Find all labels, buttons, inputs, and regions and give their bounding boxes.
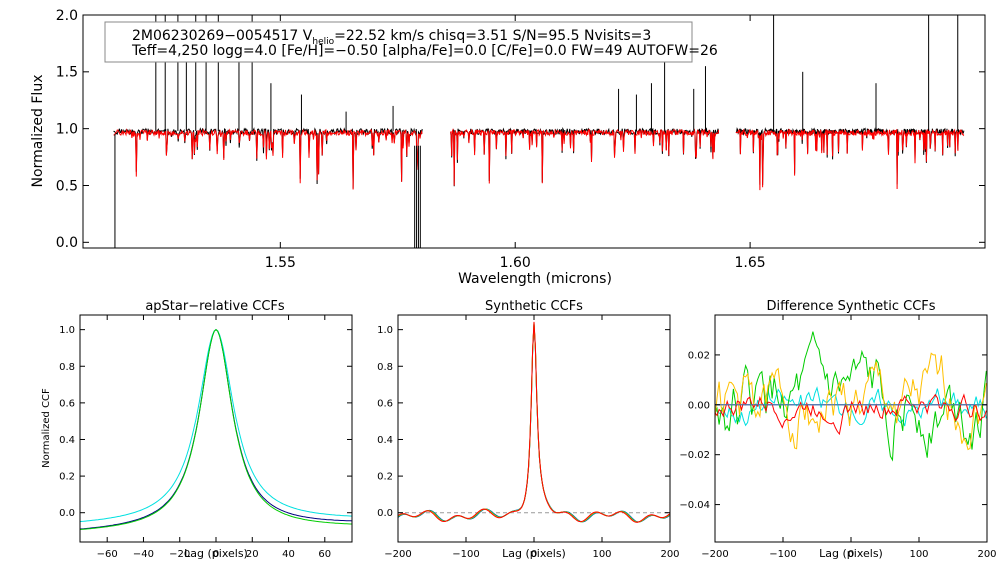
spectrum-y-tick-label: 2.0 [56,8,78,24]
difference-ccf-plot-frame [714,314,988,543]
apstar-ccf-y-tick-label: 0.8 [59,362,75,373]
synthetic-ccf-x-tick-label: −200 [384,549,411,560]
synthetic-ccf-series-line [397,324,671,523]
spectrum-panel: 1.55 1.60 1.65 0.0 0.5 1.0 1.5 2.0 2M06230269−0… [30,8,986,287]
spectrum-axis-ticks: 1.55 1.60 1.65 0.0 0.5 1.0 1.5 2.0 [56,8,985,271]
difference-ccf-axis-ticks: −200 −100 0 100 200 −0.04 −0.02 0.00 0.02 [679,315,997,560]
spectrum-model-line [449,127,720,186]
apstar-ccf-series-line [79,328,353,523]
synthetic-ccf-x-tick-label: 100 [592,549,611,560]
difference-ccf-x-tick-label: 200 [977,549,996,560]
synthetic-ccf-axis-ticks: −200 −100 0 100 200 0.0 0.2 0.4 0.6 0.8 1.0 [377,315,680,560]
spectrum-plot-frame [82,14,986,249]
difference-ccf-series-group [714,331,987,462]
apstar-ccf-series-group [79,328,353,530]
apstar-ccf-x-axis-label: Lag (pixels) [184,547,248,560]
apstar-ccf-y-tick-label: 0.4 [59,435,75,446]
difference-ccf-y-tick-label: 0.02 [688,350,710,361]
synthetic-ccf-y-tick-label: 0.2 [377,472,393,483]
spectrum-model-line [735,128,965,191]
spectrum-x-tick-label: 1.65 [735,255,766,271]
spectrum-model-line [113,128,423,190]
apstar-ccf-series-line [79,328,353,530]
difference-ccf-x-tick-label: −200 [701,549,728,560]
apstar-ccf-title: apStar−relative CCFs [145,299,285,314]
spectrum-y-tick-label: 1.0 [56,122,78,138]
synthetic-ccf-series-group [397,321,671,523]
spectrum-info-line2: Teff=4,250 logg=4.0 [Fe/H]=−0.50 [alpha/… [131,43,718,59]
spectrum-y-axis-label: Normalized Flux [30,75,46,188]
synthetic-ccf-x-tick-label: 0 [531,549,537,560]
spectrum-info-line1: 2M06230269−0054517 Vhelio=22.52 km/s chi… [132,28,651,47]
apstar-ccf-x-tick-label: 20 [246,549,259,560]
spectrum-x-axis-label: Wavelength (microns) [458,271,612,287]
spectrum-x-tick-label: 1.60 [500,255,531,271]
difference-ccf-panel: Difference Synthetic CCFs −200 −100 0 100 20… [679,299,996,560]
apstar-ccf-y-axis-label: Normalized CCF [41,388,52,468]
synthetic-ccf-y-tick-label: 1.0 [377,325,393,336]
spectrum-y-tick-label: 1.5 [56,65,78,81]
difference-ccf-title: Difference Synthetic CCFs [766,299,935,314]
synthetic-ccf-x-axis-label: Lag (pixels) [502,547,566,560]
apstar-ccf-series-line [79,328,352,530]
difference-ccf-x-axis-label: Lag (pixels) [819,547,883,560]
spectrum-info-box [104,21,693,63]
apstar-ccf-axis-ticks: −60 −40 −20 0 20 40 60 0.0 0.2 0.4 0.6 0.8 1.0 [59,315,352,560]
synthetic-ccf-title: Synthetic CCFs [485,299,583,314]
synthetic-ccf-y-tick-label: 0.8 [377,362,393,373]
difference-ccf-x-tick-label: 100 [909,549,928,560]
spectrum-x-tick-label: 1.55 [265,255,296,271]
apstar-ccf-y-tick-label: 1.0 [59,325,75,336]
synthetic-ccf-series-line [397,321,671,523]
apstar-ccf-panel: apStar−relative CCFs −60 −40 −20 0 20 40 60 0.0… [41,299,353,560]
spectrum-y-tick-label: 0.0 [56,235,78,251]
apstar-ccf-x-tick-label: −20 [169,549,190,560]
apstar-ccf-x-tick-label: 60 [318,549,331,560]
synthetic-ccf-y-tick-label: 0.0 [377,508,393,519]
difference-ccf-x-tick-label: −100 [769,549,796,560]
difference-ccf-x-tick-label: 0 [848,549,854,560]
apstar-ccf-x-tick-label: −60 [97,549,118,560]
apstar-ccf-plot-frame [79,314,353,543]
spectrum-observed-line [449,126,720,187]
apstar-ccf-x-tick-label: −40 [133,549,154,560]
synthetic-ccf-y-tick-label: 0.6 [377,398,393,409]
synthetic-ccf-x-tick-label: −100 [452,549,479,560]
difference-ccf-y-tick-label: −0.02 [679,450,710,461]
synthetic-ccf-series-line [397,322,671,523]
difference-ccf-series-line [714,393,987,436]
synthetic-ccf-panel: Synthetic CCFs −200 −100 0 100 200 0.0 0.2 0.4 0… [377,299,679,560]
difference-ccf-y-tick-label: −0.04 [679,500,710,511]
apstar-ccf-x-tick-label: 40 [282,549,295,560]
synthetic-ccf-y-tick-label: 0.4 [377,435,393,446]
synthetic-ccf-plot-frame [397,314,671,543]
apstar-ccf-y-tick-label: 0.6 [59,398,75,409]
difference-ccf-y-tick-label: 0.00 [688,400,710,411]
difference-ccf-series-line [714,352,987,451]
apstar-ccf-x-tick-label: 0 [213,549,219,560]
spectrum-observed-line [113,127,423,189]
apstar-ccf-y-tick-label: 0.2 [59,472,75,483]
synthetic-ccf-series-line [397,323,671,523]
synthetic-ccf-x-tick-label: 200 [660,549,679,560]
difference-ccf-series-line [714,331,987,462]
apstar-ccf-y-tick-label: 0.0 [59,508,75,519]
spectrum-y-tick-label: 0.5 [56,178,78,194]
synthetic-ccf-series-line [397,322,671,523]
